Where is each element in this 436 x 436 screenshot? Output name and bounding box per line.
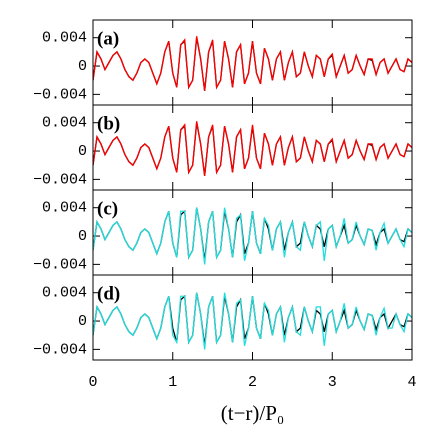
y-tick-label: 0.004 [42,30,87,47]
y-tick-label: 0.004 [42,285,87,302]
x-tick-label: 2 [248,374,257,391]
x-tick-label: 1 [168,374,177,391]
x-tick-label: 4 [407,374,416,391]
x-tick-label: 3 [328,374,337,391]
data-line [93,36,412,91]
y-tick-label: 0.004 [42,115,87,132]
data-line [93,121,412,176]
panel-label: (a) [97,28,119,49]
x-tick-label: 0 [88,374,97,391]
data-line [93,292,412,350]
y-tick-label: −0.004 [33,86,87,103]
y-tick-label: −0.004 [33,256,87,273]
y-tick-label: −0.004 [33,171,87,188]
panel-frame [92,274,413,361]
data-line [93,207,412,265]
y-tick-label: 0.004 [42,200,87,217]
y-tick-label: 0 [78,58,87,75]
panel-label: (d) [97,283,120,304]
y-tick-label: 0 [78,143,87,160]
panel-label: (c) [97,198,118,219]
y-tick-label: 0 [78,228,87,245]
y-tick-label: 0 [78,313,87,330]
panel-label: (b) [97,113,120,134]
x-axis-label: (t−r)/P₀ [221,401,285,425]
y-tick-label: −0.004 [33,341,87,358]
